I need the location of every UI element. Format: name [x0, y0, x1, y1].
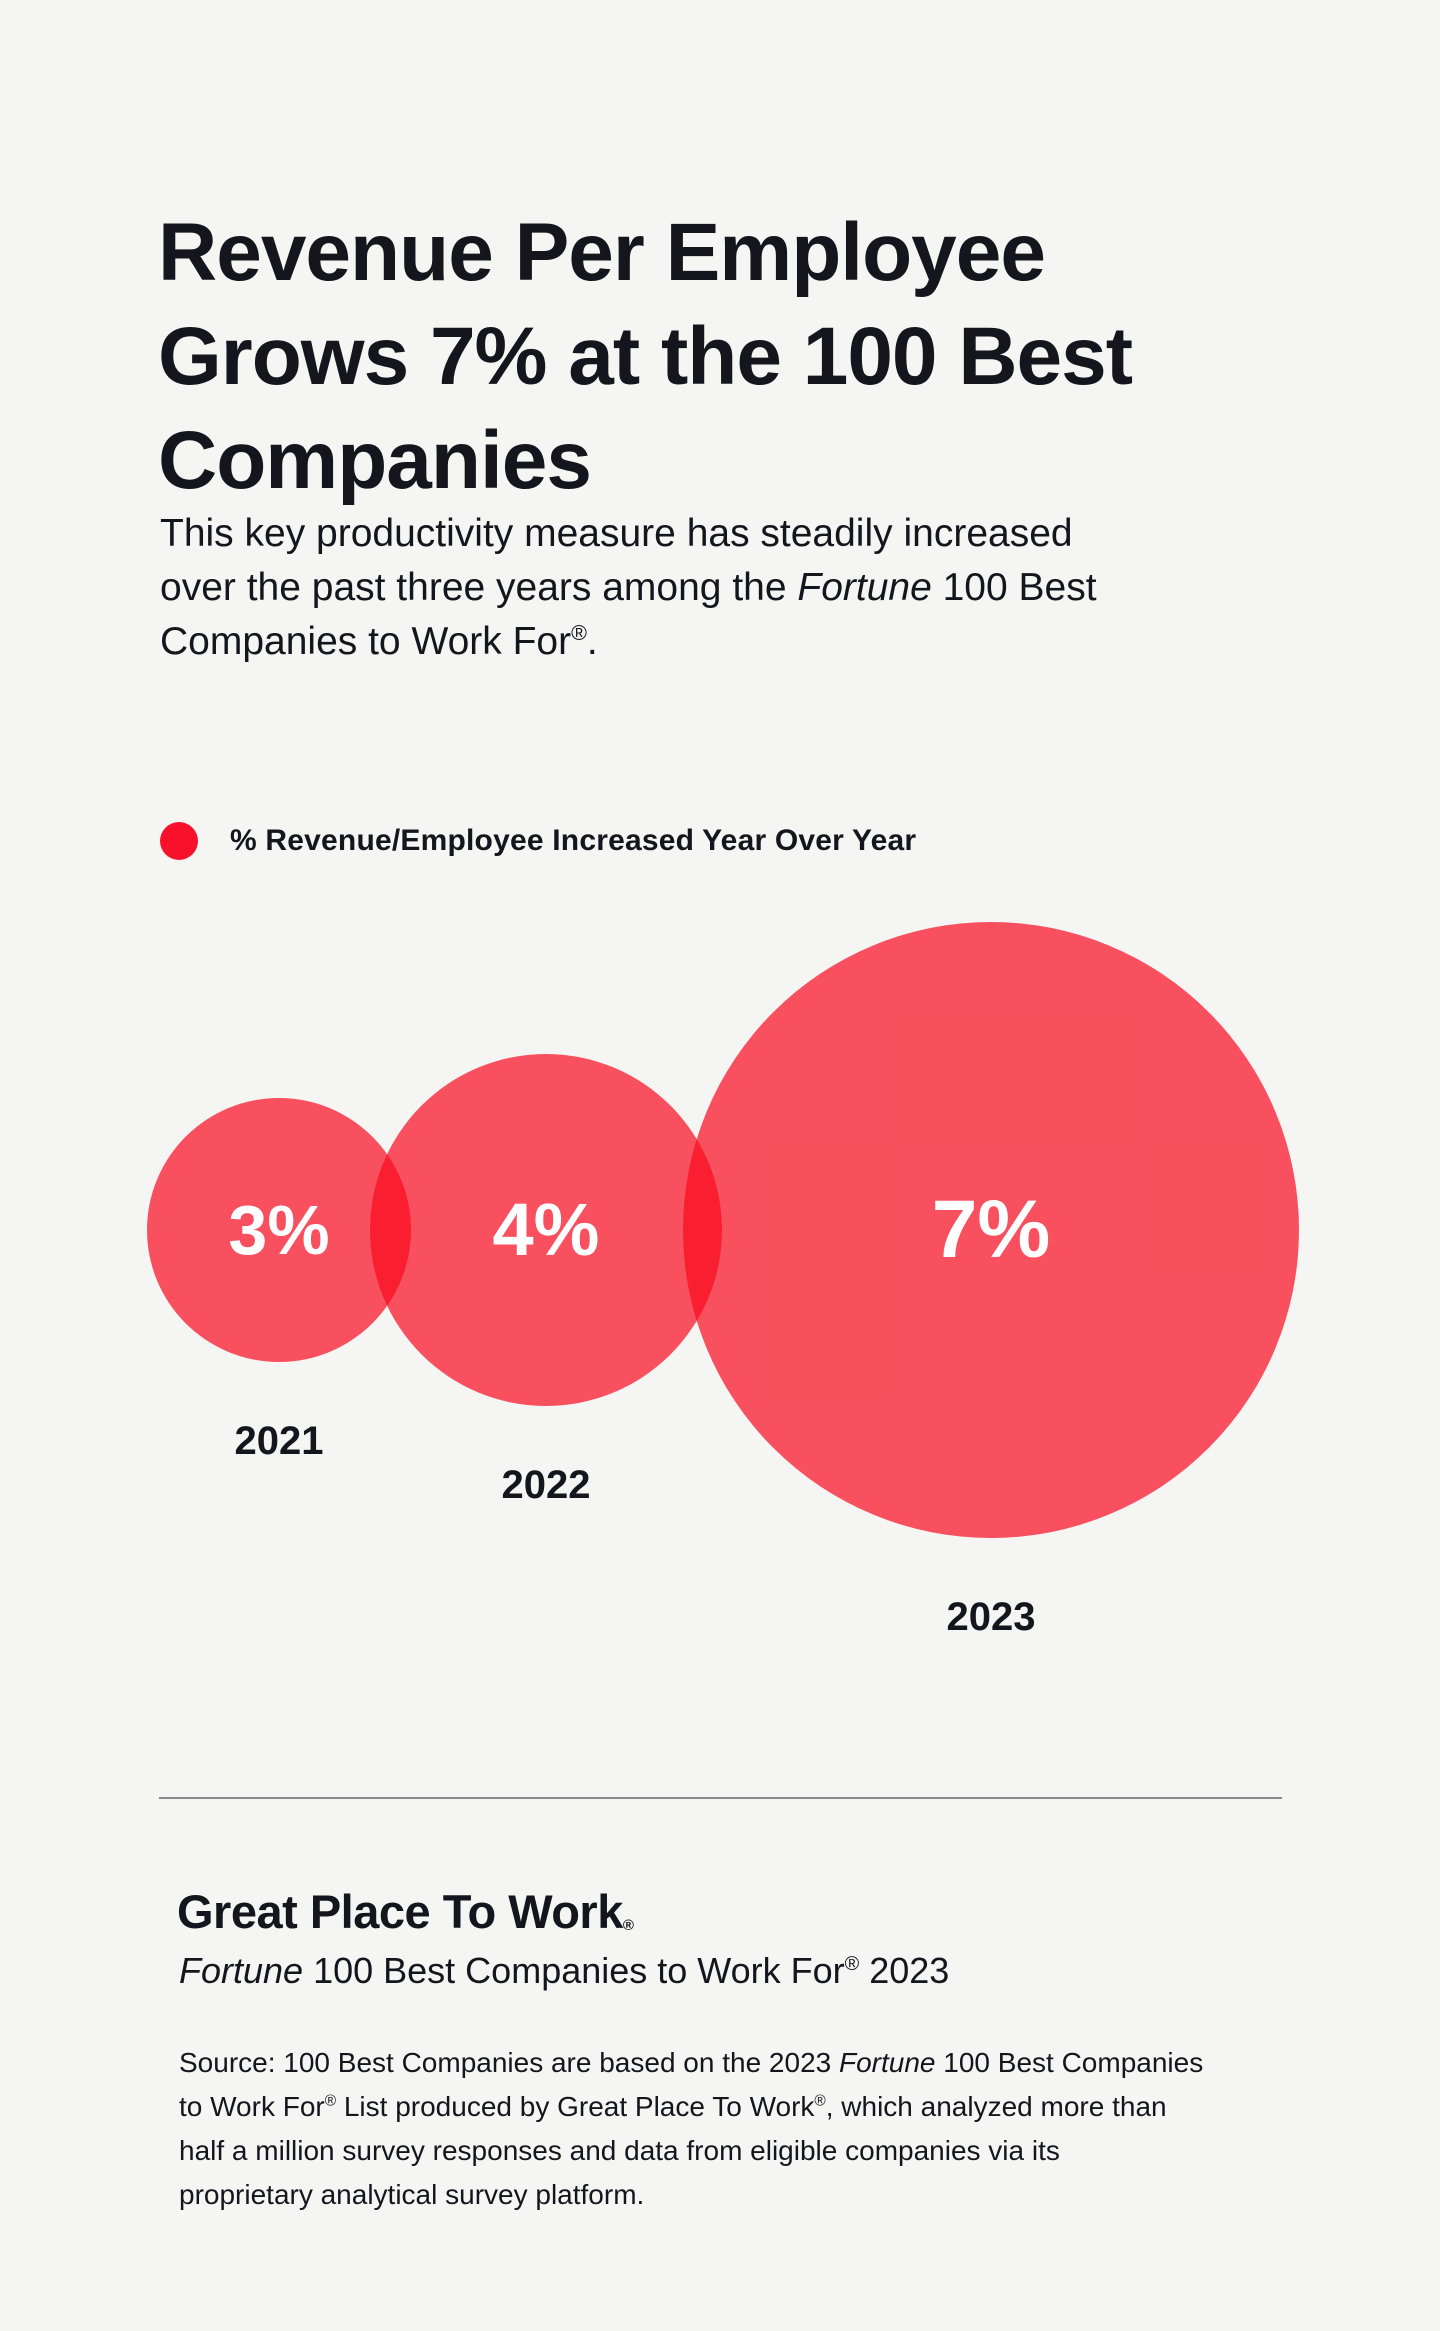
source-note-line: proprietary analytical survey platform. — [179, 2179, 645, 2210]
page-subtitle-line: over the past three years among the Fort… — [160, 566, 1097, 609]
legend-dot-icon — [160, 822, 198, 860]
page-title: Revenue Per Employee Grows 7% at the 100… — [158, 201, 1298, 513]
source-note-line: to Work For® List produced by Great Plac… — [179, 2091, 1167, 2122]
section-divider — [159, 1797, 1282, 1799]
brand-registered-mark: ® — [622, 1917, 634, 1934]
chart-legend: % Revenue/Employee Increased Year Over Y… — [160, 822, 916, 860]
bubble-value-label: 3% — [228, 1191, 330, 1269]
year-label-2021: 2021 — [234, 1419, 324, 1463]
great-place-to-work-logo: Great Place To Work® — [177, 1884, 634, 1939]
page-title-line: Companies — [158, 414, 592, 506]
page-subtitle-line: Companies to Work For®. — [160, 620, 598, 663]
page-title-line: Revenue Per Employee — [158, 206, 1046, 298]
brand-name: Great Place To Work — [177, 1885, 623, 1938]
source-note-line: half a million survey responses and data… — [179, 2135, 1060, 2166]
bubble-chart: 3% 2021 4% 2022 7% 2023 — [147, 922, 1299, 1639]
bubble-value-label: 4% — [492, 1188, 600, 1271]
page-title-line: Grows 7% at the 100 Best — [158, 310, 1133, 402]
source-note: Source: 100 Best Companies are based on … — [179, 2041, 1279, 2217]
page-subtitle-line: This key productivity measure has steadi… — [160, 512, 1073, 555]
legend-label: % Revenue/Employee Increased Year Over Y… — [230, 824, 917, 857]
bubble-2023: 7% — [683, 922, 1299, 1538]
bubble-value-label: 7% — [931, 1184, 1051, 1275]
fortune-list-subtitle: Fortune 100 Best Companies to Work For® … — [179, 1950, 950, 1991]
bubble-2021: 3% — [147, 1098, 411, 1362]
year-label-2022: 2022 — [501, 1463, 591, 1507]
page-subtitle: This key productivity measure has steadi… — [160, 507, 1320, 669]
year-label-2023: 2023 — [946, 1595, 1036, 1639]
bubble-2022: 4% — [370, 1054, 722, 1406]
source-note-line: Source: 100 Best Companies are based on … — [179, 2047, 1204, 2078]
